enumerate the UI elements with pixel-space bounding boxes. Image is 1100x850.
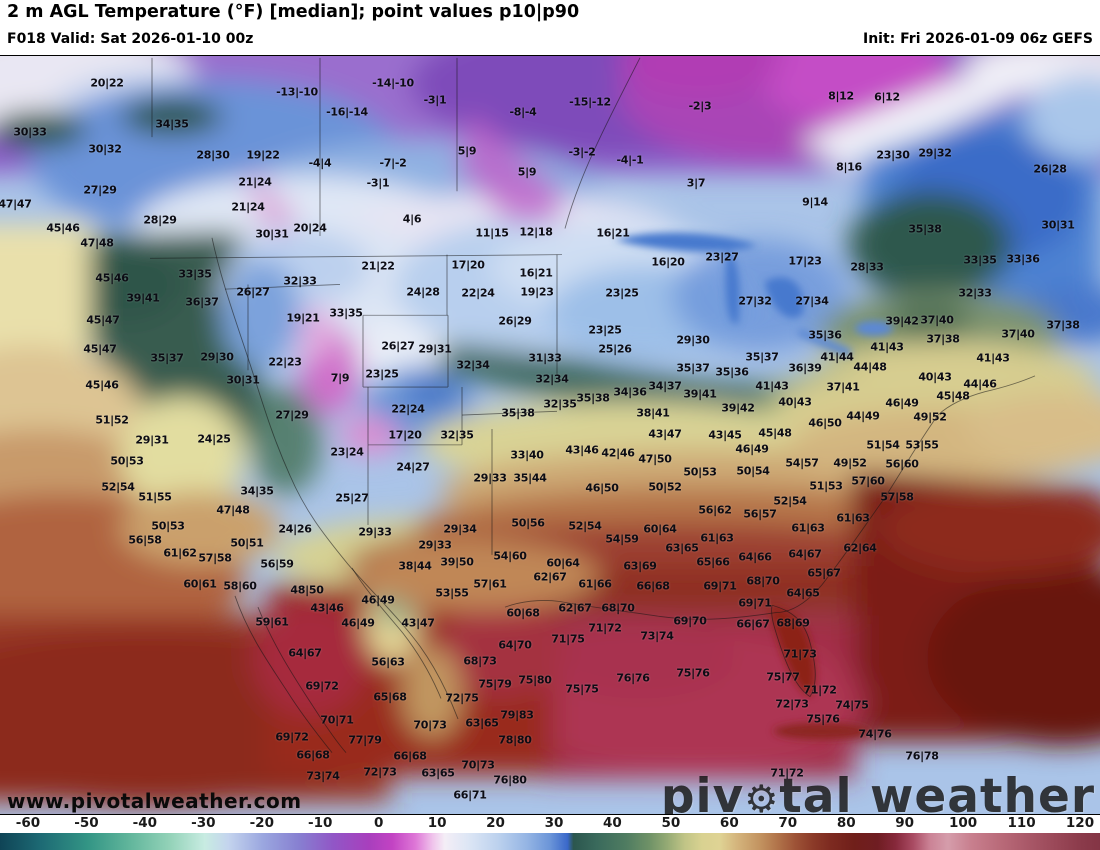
colorbar-tick-label: -40 [132,815,158,831]
map-title: 2 m AGL Temperature (°F) [median]; point… [7,2,580,22]
gear-icon: ⚙ [744,777,780,815]
temperature-shading [0,56,1100,807]
colorbar-tick-label: 50 [661,815,681,831]
colorbar-tick-label: -60 [15,815,41,831]
colorbar-tick-label: 90 [895,815,915,831]
map-canvas: www.pivotalweather.com piv⚙tal weather [0,55,1100,815]
site-watermark: www.pivotalweather.com [7,789,302,813]
temperature-field-svg [0,56,1100,807]
time-row: F018 Valid: Sat 2026-01-10 00z Init: Fri… [7,31,1093,47]
colorbar-tick-label: 0 [373,815,384,831]
valid-time-label: F018 Valid: Sat 2026-01-10 00z [7,31,254,47]
colorbar-tick-label: 20 [486,815,505,831]
colorbar-tick-label: 60 [719,815,739,831]
colorbar-tick-label: 10 [427,815,447,831]
logo-text-pre: piv [660,769,745,815]
colorbar-tick-label: -10 [308,815,333,831]
colorbar-tick-label: 70 [778,815,798,831]
colorbar-tick-label: 120 [1065,815,1095,831]
colorbar-tick-label: 30 [544,815,564,831]
colorbar-tick-label: -50 [74,815,99,831]
colorbar-tick-label: 100 [949,815,978,831]
logo-text-post: tal weather [779,769,1095,815]
state-borders [149,57,1036,753]
colorbar-tick-label: 80 [836,815,856,831]
colorbar-ticks: -60 -50 -40 -30 -20 -10 0 10 20 30 40 50 60 70 80 90 100… [0,815,1100,833]
colorbar-tick-label: 40 [603,815,622,831]
init-time-label: Init: Fri 2026-01-09 06z GEFS [862,31,1093,47]
colorbar-tick-label: 110 [1007,815,1036,831]
great-lakes-shapes [615,232,893,740]
pivotal-weather-logo: piv⚙tal weather [661,773,1095,815]
colorbar [0,833,1100,850]
header: 2 m AGL Temperature (°F) [median]; point… [0,0,1100,55]
colorbar-tick-label: -20 [249,815,274,831]
colorbar-tick-label: -30 [191,815,216,831]
